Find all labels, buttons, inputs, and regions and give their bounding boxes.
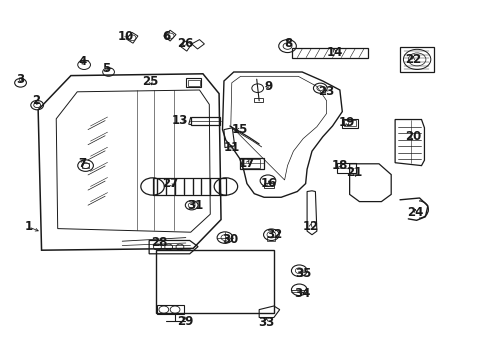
Text: 31: 31	[187, 199, 203, 212]
Text: 35: 35	[294, 267, 311, 280]
Text: 28: 28	[150, 237, 167, 249]
Text: 8: 8	[284, 37, 292, 50]
Text: 22: 22	[404, 53, 421, 66]
Text: 24: 24	[407, 206, 423, 219]
Bar	[185, 78, 201, 87]
Text: 17: 17	[238, 157, 255, 170]
Text: 21: 21	[346, 166, 362, 179]
Text: 18: 18	[331, 159, 347, 172]
Text: 14: 14	[326, 46, 343, 59]
Text: 34: 34	[293, 287, 310, 300]
Bar	[344, 120, 355, 126]
Text: 13: 13	[171, 114, 188, 127]
Text: 23: 23	[318, 85, 334, 98]
Text: 33: 33	[258, 316, 274, 329]
Text: 2: 2	[33, 94, 41, 107]
Text: 3: 3	[17, 73, 24, 86]
Text: 25: 25	[142, 75, 159, 87]
Text: 1: 1	[24, 220, 32, 233]
Bar	[82, 163, 89, 168]
Text: 19: 19	[338, 116, 355, 129]
Bar	[157, 305, 184, 314]
Bar	[267, 237, 275, 241]
Text: 20: 20	[404, 130, 421, 143]
Bar	[342, 119, 357, 128]
Bar	[264, 183, 273, 188]
Text: 26: 26	[176, 37, 193, 50]
Bar	[190, 117, 220, 125]
Text: 5: 5	[102, 62, 110, 75]
Text: 11: 11	[224, 141, 240, 154]
Text: 27: 27	[162, 177, 178, 190]
Text: 6: 6	[162, 30, 170, 42]
Text: 30: 30	[222, 233, 239, 246]
Text: 16: 16	[260, 177, 277, 190]
Bar	[337, 163, 355, 173]
Bar	[241, 159, 260, 168]
Bar	[239, 158, 264, 169]
Text: 7: 7	[78, 157, 86, 170]
Text: 29: 29	[176, 315, 193, 328]
Text: 32: 32	[265, 228, 282, 240]
Bar	[156, 250, 273, 313]
Text: 10: 10	[118, 30, 134, 42]
Bar	[254, 98, 263, 102]
Bar	[187, 80, 199, 86]
Text: 15: 15	[231, 123, 247, 136]
Text: 4: 4	[78, 55, 86, 68]
Text: 9: 9	[264, 80, 272, 93]
Bar	[292, 48, 367, 58]
Text: 12: 12	[302, 220, 318, 233]
Bar	[152, 178, 225, 195]
